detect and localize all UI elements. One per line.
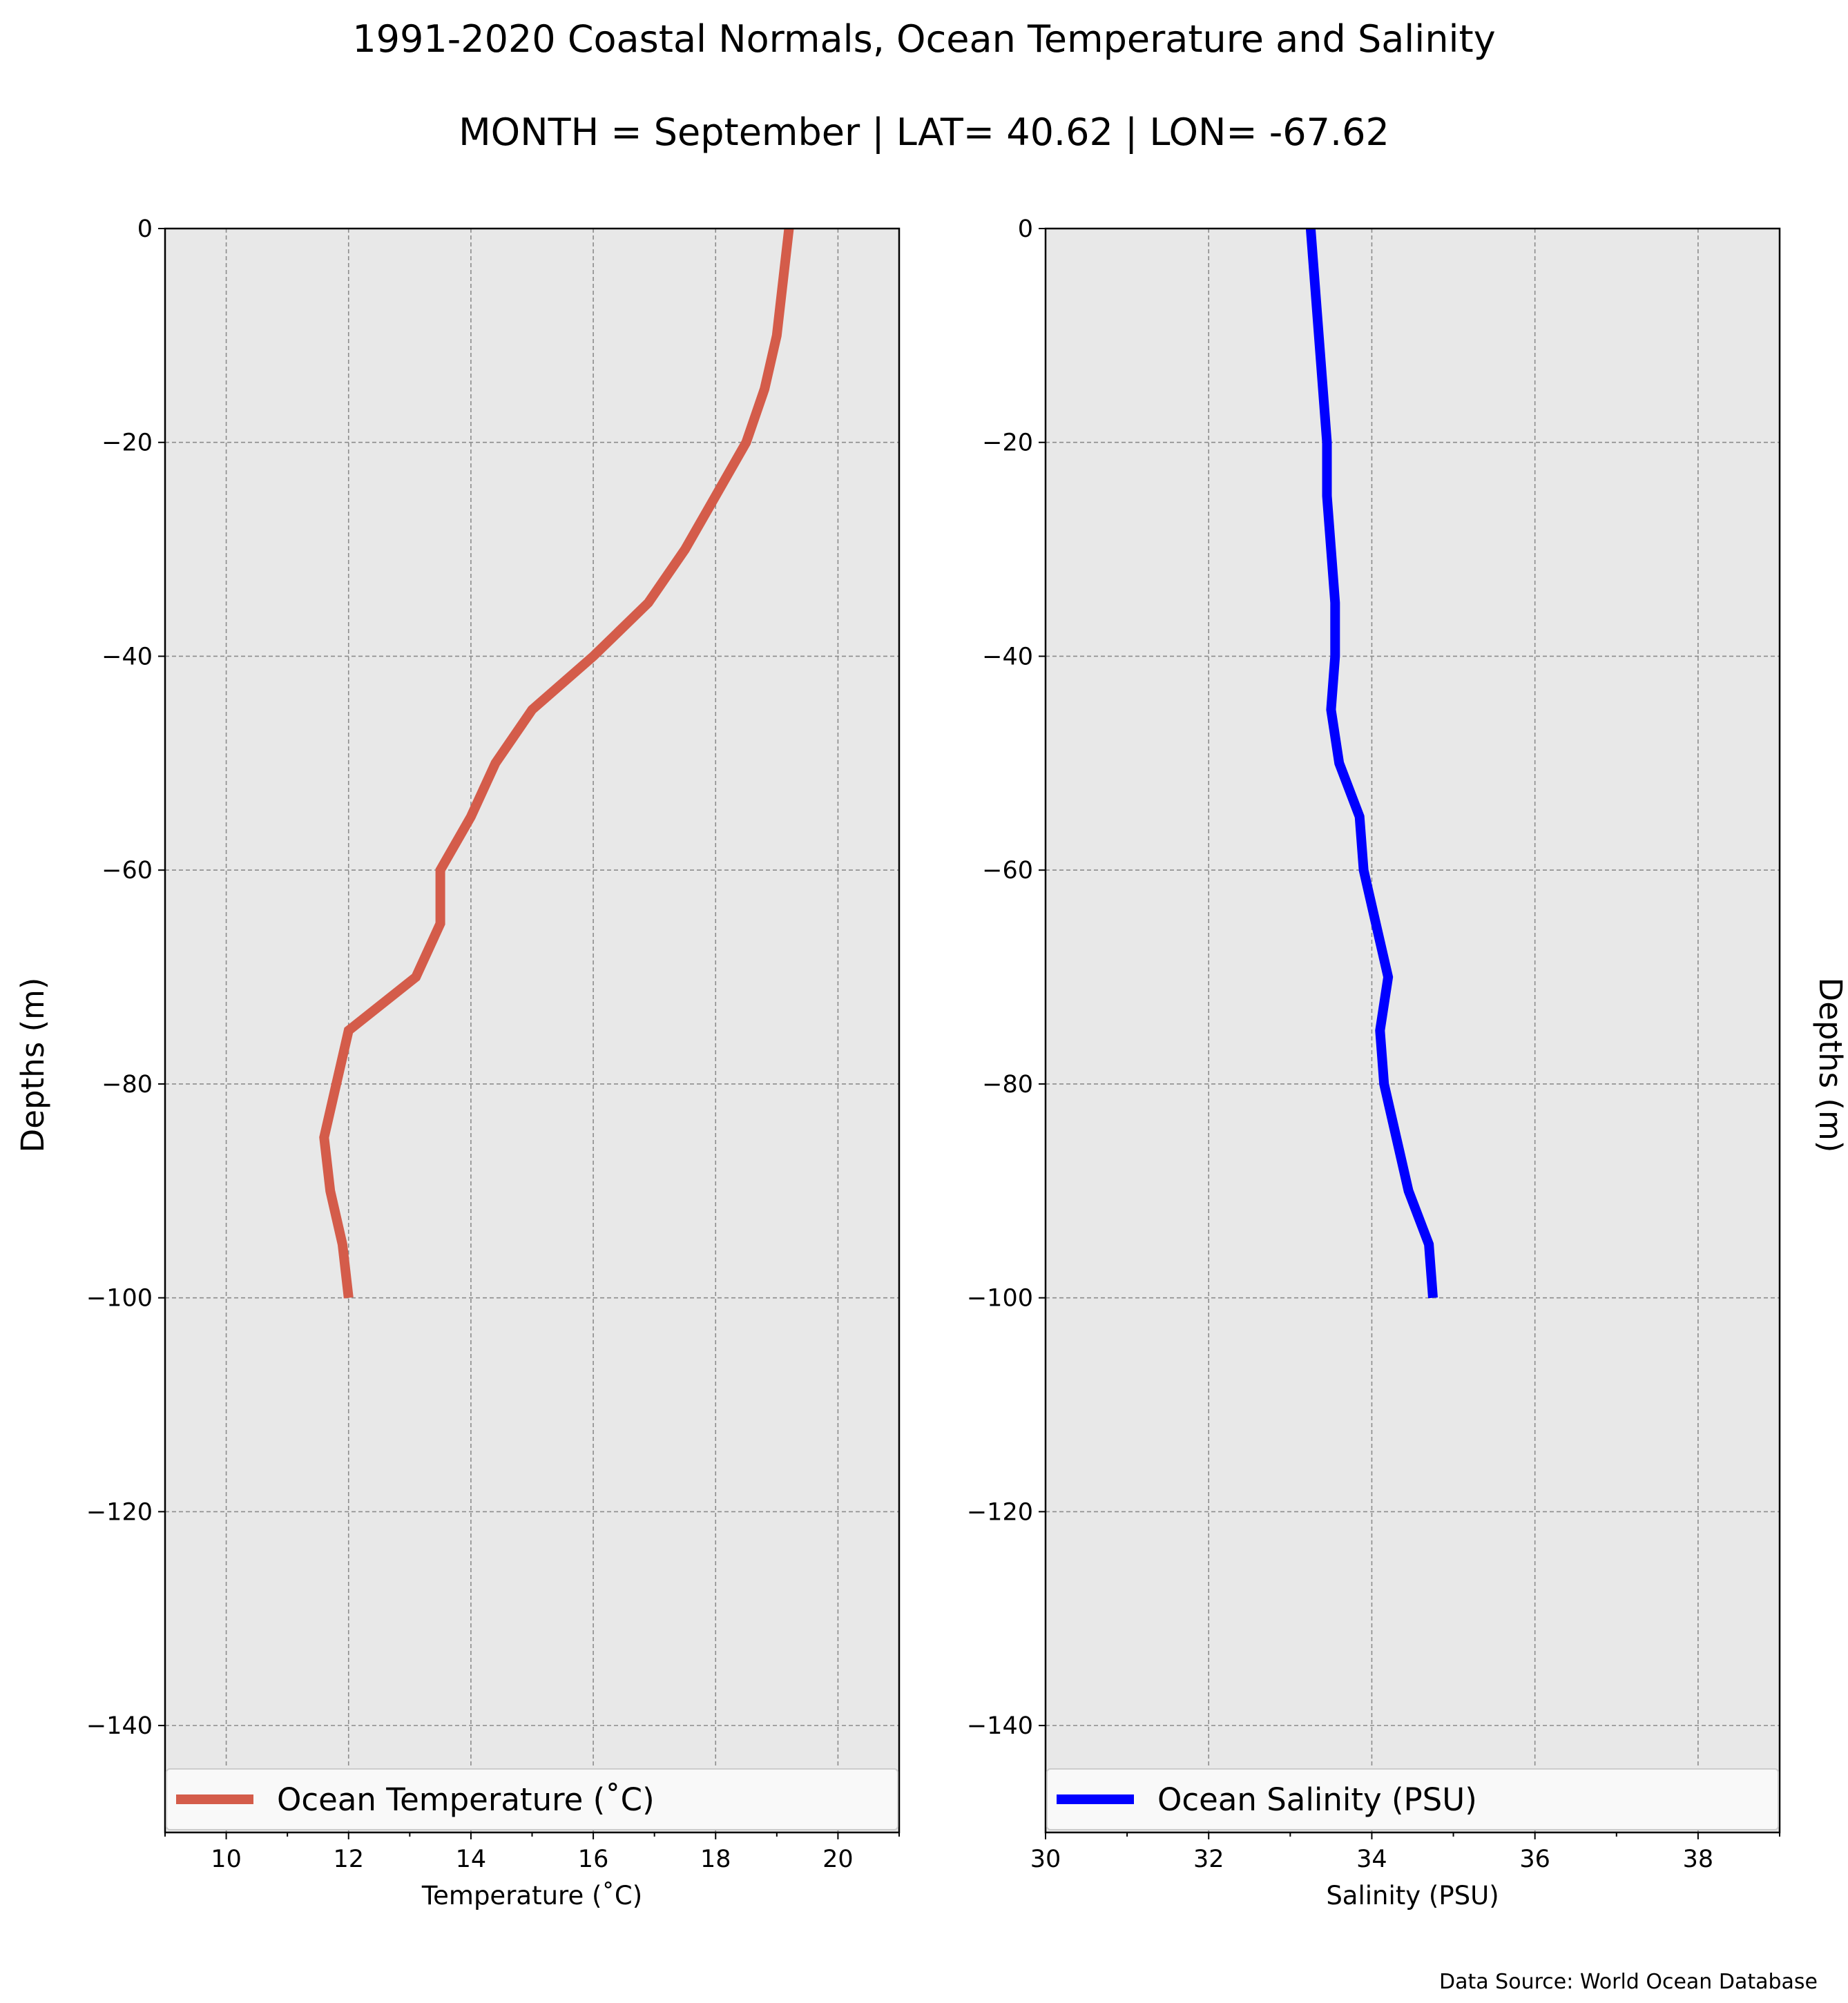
- temp-legend-label: Ocean Temperature (˚C): [277, 1781, 655, 1818]
- sal-axes-frame: [1044, 227, 1781, 1834]
- temperature-panel: 0 −20 −40 −60 −80 −100 −120 −140 10 12 14 16 18 20 Tem…: [15, 215, 901, 1910]
- sal-ytick-label: −60: [982, 857, 1033, 884]
- data-source: Data Source: World Ocean Database: [1439, 1970, 1818, 1994]
- sal-legend-label: Ocean Salinity (PSU): [1157, 1781, 1477, 1818]
- sal-xtick-label: 32: [1193, 1846, 1224, 1873]
- sal-ytick-label: −120: [967, 1498, 1033, 1526]
- temp-plot-area: [165, 229, 899, 1832]
- sal-xaxis-label: Salinity (PSU): [1326, 1881, 1499, 1910]
- sal-ytick-label: 0: [1018, 215, 1033, 243]
- temp-xtick-label: 18: [700, 1846, 731, 1873]
- chart-subtitle: MONTH = September | LAT= 40.62 | LON= -6…: [459, 110, 1389, 154]
- sal-xtick-label: 36: [1519, 1846, 1550, 1873]
- temp-xtick-label: 20: [822, 1846, 854, 1873]
- temp-ytick-label: −20: [102, 429, 153, 457]
- sal-ytick-label: −80: [982, 1071, 1033, 1099]
- sal-xtick-label: 38: [1683, 1846, 1714, 1873]
- temp-ytick-label: −140: [86, 1712, 153, 1740]
- temp-ytick-label: −80: [102, 1071, 153, 1099]
- temp-series-line: [319, 228, 794, 1299]
- temp-xaxis-label: Temperature (˚C): [421, 1881, 642, 1910]
- sal-plot-area: [1046, 229, 1780, 1832]
- temp-xtick-label: 12: [333, 1846, 364, 1873]
- sal-ytick-label: −40: [982, 643, 1033, 670]
- sal-series-line: [1305, 228, 1438, 1299]
- sal-xtick-label: 34: [1356, 1846, 1387, 1873]
- sal-ytick-label: −140: [967, 1712, 1033, 1740]
- chart-title: 1991-2020 Coastal Normals, Ocean Tempera…: [352, 17, 1495, 61]
- temp-yaxis-label: Depths (m): [15, 978, 51, 1153]
- temp-ytick-label: −120: [86, 1498, 153, 1526]
- sal-ytick-label: −20: [982, 429, 1033, 457]
- temp-ytick-label: −100: [86, 1285, 153, 1313]
- temp-ytick-label: −60: [102, 857, 153, 884]
- temp-legend-box: [166, 1768, 898, 1830]
- temp-ytick-label: 0: [137, 215, 153, 243]
- sal-yaxis-label: Depths (m): [1812, 978, 1848, 1153]
- temp-xtick-label: 10: [211, 1846, 242, 1873]
- sal-xtick-label: 30: [1030, 1846, 1061, 1873]
- salinity-panel: 0 −20 −40 −60 −80 −100 −120 −140 30 32 34 36 38 Salin…: [967, 215, 1848, 1910]
- temp-xtick-label: 16: [578, 1846, 609, 1873]
- temp-ytick-label: −40: [102, 643, 153, 670]
- temp-xtick-label: 14: [456, 1846, 487, 1873]
- sal-ytick-label: −100: [967, 1285, 1033, 1313]
- sal-legend-box: [1046, 1768, 1779, 1830]
